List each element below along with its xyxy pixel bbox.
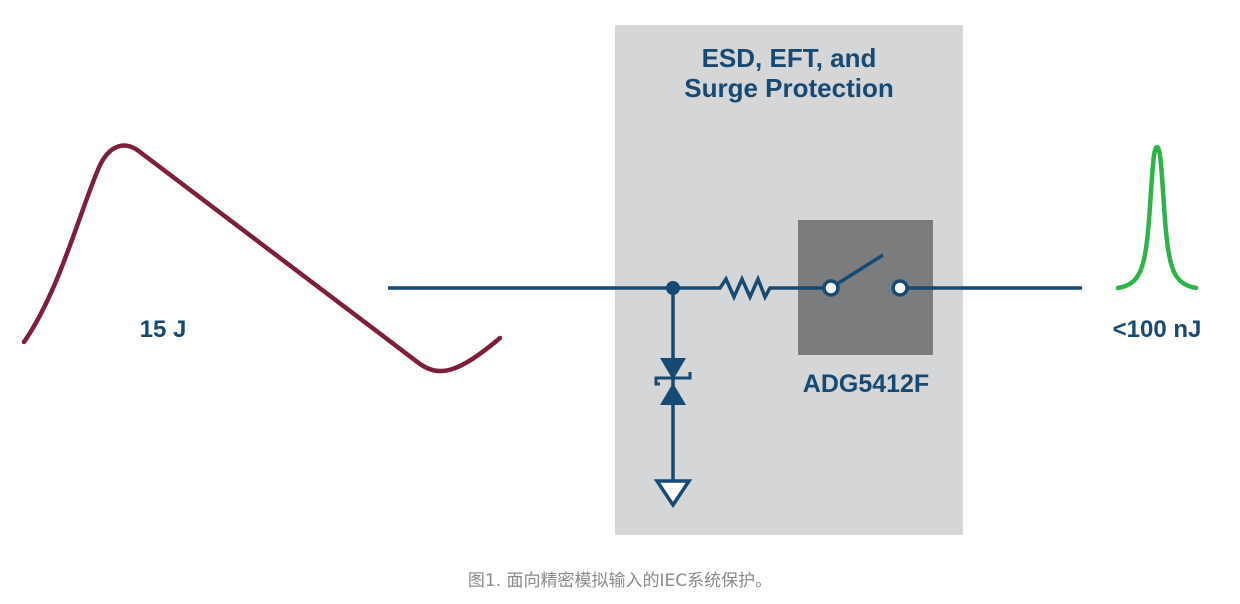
device-label: ADG5412F — [803, 370, 929, 398]
output-energy-label: <100 nJ — [1113, 316, 1202, 343]
protection-title-line1: ESD, EFT, and — [702, 43, 877, 73]
figure-caption: 图1. 面向精密模拟输入的IEC系统保护。 — [467, 571, 773, 591]
tvs-diode-icon — [660, 358, 686, 405]
switch-blade — [836, 253, 884, 286]
output-pulse-waveform — [1115, 144, 1199, 291]
resistor-icon — [713, 274, 824, 302]
input-energy-label: 15 J — [140, 316, 187, 343]
switch-terminal-right — [891, 279, 909, 297]
junction-dot — [666, 281, 680, 295]
tvs-bar — [654, 372, 692, 386]
switch-terminal-left — [822, 279, 840, 297]
ground-icon — [653, 479, 693, 509]
protection-title-line2: Surge Protection — [684, 73, 893, 103]
input-surge-waveform — [21, 143, 503, 374]
signal-wire — [388, 253, 1082, 481]
